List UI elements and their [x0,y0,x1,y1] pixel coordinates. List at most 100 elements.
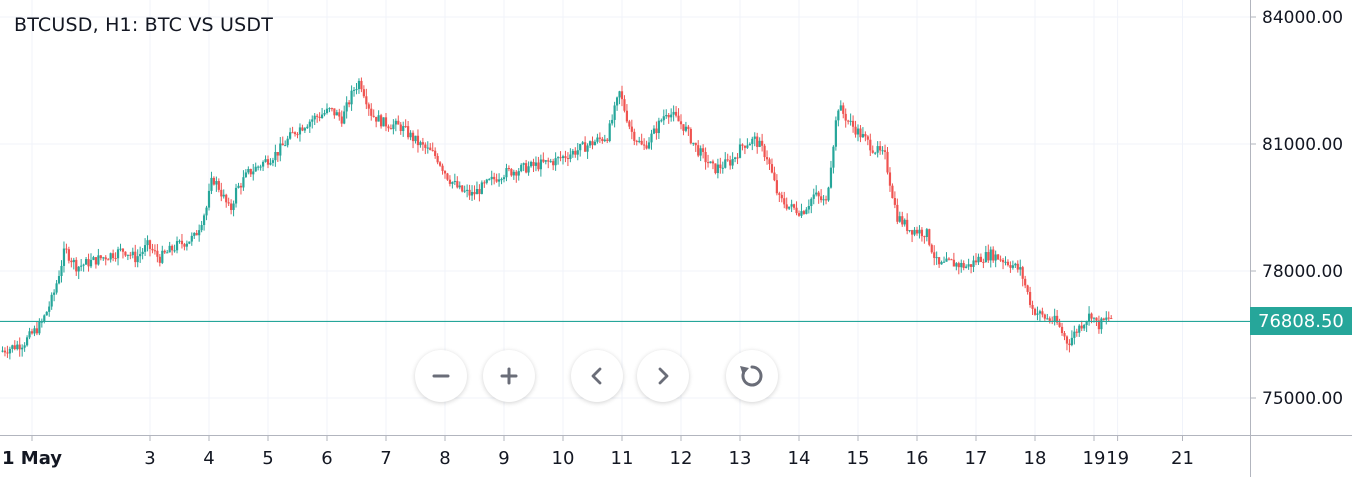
candle-body [67,249,70,261]
candle-body [99,255,102,259]
candle-body [738,144,742,158]
candle-body [726,159,729,161]
candle-body [269,162,272,165]
reset-button[interactable] [726,350,778,402]
chart-title: BTCUSD, H1: BTC VS USDT [14,14,274,36]
candle-body [640,140,643,145]
candle-body [254,166,257,172]
candle-body [699,148,702,156]
candle-body [925,229,928,238]
candle-body [758,140,761,147]
candle-body [178,240,181,242]
plus-icon [500,367,518,385]
scroll-right-button[interactable] [637,350,689,402]
candle-body [161,250,164,263]
candle-body [851,120,855,127]
candle-body [296,134,299,136]
candle-body [1095,317,1098,321]
candle-body [276,152,279,156]
candle-body [898,216,901,222]
candle-body [264,159,267,162]
candle-body [883,150,887,152]
candle-body [463,190,466,192]
candle-body [704,151,707,163]
candle-body [997,254,1000,260]
candle-body [220,189,223,197]
candle-body [1080,325,1083,329]
candle-body [1097,320,1101,330]
candle-body [207,190,211,208]
candle-body [409,132,412,138]
candle-body [505,168,508,178]
candle-body [8,348,11,354]
candle-body [854,126,857,135]
candle-body [102,257,105,259]
candle-body [1092,317,1096,319]
candle-body [109,253,112,260]
candle-body [842,105,845,114]
candle-body [866,136,869,140]
candle-body [488,179,491,181]
candle-body [57,276,61,284]
candle-body [697,145,700,156]
candle-body [129,254,132,256]
candle-body [227,202,230,204]
candle-body [350,90,353,105]
candle-body [987,252,990,261]
candle-body [837,110,840,121]
candle-body [1058,322,1061,327]
candle-body [847,120,850,122]
candle-body [239,185,243,188]
candle-body [790,204,793,207]
candle-body [1105,317,1108,320]
candle-body [330,108,334,110]
candle-body [815,192,818,195]
candle-body [320,114,324,118]
candle-body [151,248,154,251]
candle-body [999,259,1002,261]
candle-body [687,126,690,130]
candle-body [392,124,395,130]
zoom-in-button[interactable] [483,350,535,402]
candle-body [807,206,810,210]
candle-body [679,121,683,125]
chevron-left-icon [591,367,602,385]
zoom-out-button[interactable] [415,350,467,402]
candle-body [279,143,282,156]
candle-body [426,147,429,149]
candle-body [1009,265,1012,268]
candle-body [714,163,717,174]
candle-body [495,179,498,182]
candle-body [77,266,80,272]
candle-body [638,140,641,142]
candle-body [175,241,179,251]
candle-body [38,321,41,334]
scroll-left-button[interactable] [571,350,623,402]
candle-body [490,176,493,180]
candle-body [183,244,186,247]
candle-body [333,108,336,116]
candle-body [706,162,710,164]
candle-body [116,249,120,259]
candle-body [1068,343,1071,346]
candle-body [92,257,95,260]
candle-body [303,128,306,131]
candle-body [748,143,751,146]
candle-body [633,131,636,141]
candle-body [515,171,518,176]
candle-body [657,120,660,134]
candle-body [861,134,865,138]
candle-body [156,250,159,257]
candle-body [131,251,134,256]
candle-body [942,261,946,263]
candle-body [1031,304,1034,309]
candle-body [910,230,914,235]
candle-body [249,169,252,175]
candle-body [682,124,685,131]
x-tick-label: 6 [321,448,332,469]
candle-body [1065,336,1069,344]
candle-body [352,89,356,91]
candle-body [384,117,388,127]
